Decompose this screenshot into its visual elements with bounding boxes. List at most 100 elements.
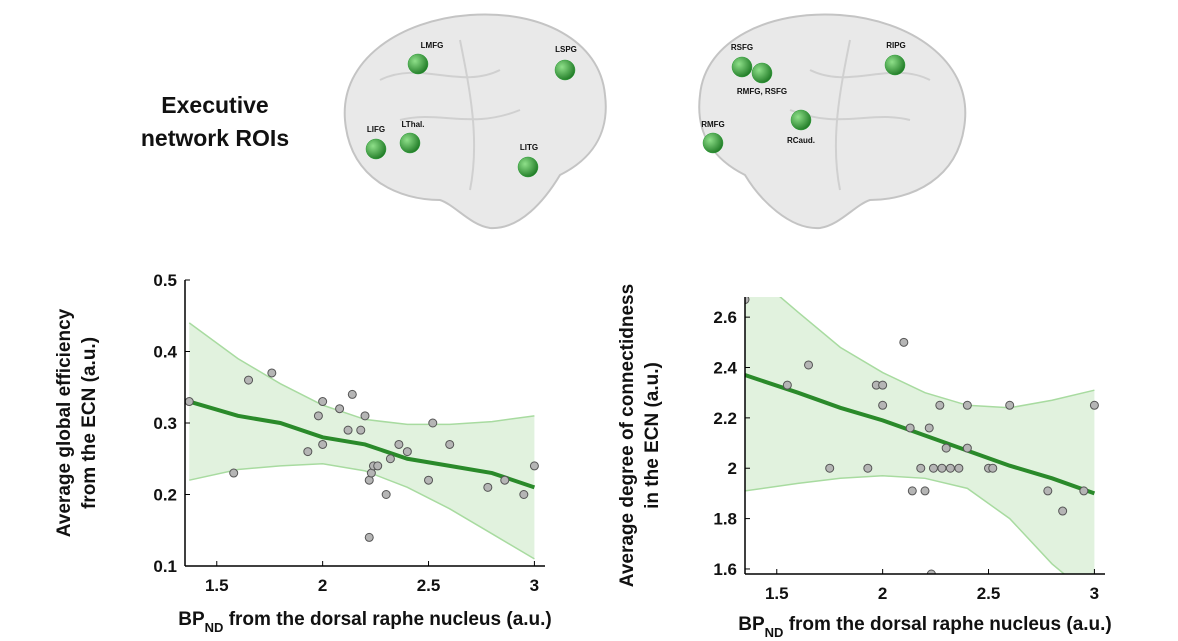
x-label-subscript: ND xyxy=(765,625,784,640)
x-tick-label: 2 xyxy=(318,576,327,595)
data-point xyxy=(863,463,873,473)
x-label-part: BP xyxy=(178,609,205,630)
roi-title: Executive xyxy=(161,92,268,118)
roi-node xyxy=(790,109,812,131)
data-point xyxy=(988,463,998,473)
data-point xyxy=(343,425,353,435)
data-point xyxy=(360,411,370,421)
roi-node xyxy=(731,56,753,78)
y-axis-label: Average degree of connectidness xyxy=(617,284,638,587)
roi-label: RCaud. xyxy=(787,136,815,145)
y-tick-label: 0.4 xyxy=(153,343,177,362)
data-point xyxy=(519,490,529,499)
data-point xyxy=(962,443,972,453)
plot-area xyxy=(185,322,539,560)
data-point xyxy=(445,439,455,449)
y-axis-label: Average global efficiency xyxy=(54,308,75,537)
data-point xyxy=(924,423,934,433)
x-label-part: from the dorsal raphe nucleus (a.u.) xyxy=(223,609,551,630)
x-axis-label: BPND from the dorsal raphe nucleus (a.u.… xyxy=(738,614,1112,640)
x-tick-label: 3 xyxy=(1090,584,1099,603)
data-point xyxy=(920,486,930,496)
data-point xyxy=(935,400,945,410)
roi-title: network ROIs xyxy=(141,125,289,151)
data-point xyxy=(1079,486,1089,496)
roi-node xyxy=(399,132,421,154)
data-point xyxy=(424,475,434,485)
x-tick-label: 2.5 xyxy=(417,576,441,595)
roi-node xyxy=(407,53,429,75)
x-label-part: from the dorsal raphe nucleus (a.u.) xyxy=(783,614,1111,635)
data-point xyxy=(1005,400,1015,410)
data-point xyxy=(428,418,438,428)
roi-label: LIFG xyxy=(367,125,385,134)
roi-node xyxy=(702,132,724,154)
data-point xyxy=(313,411,323,421)
x-tick-label: 3 xyxy=(530,576,539,595)
roi-node xyxy=(365,138,387,160)
y-tick-label: 2.2 xyxy=(713,409,737,428)
fit-line xyxy=(745,373,1096,496)
x-axis-label: BPND from the dorsal raphe nucleus (a.u.… xyxy=(178,609,552,635)
y-tick-label: 1.6 xyxy=(713,560,737,579)
data-point xyxy=(954,463,964,473)
data-point xyxy=(402,447,412,457)
data-point xyxy=(926,569,936,574)
data-point xyxy=(500,475,510,485)
data-point xyxy=(381,490,391,499)
roi-node xyxy=(554,59,576,81)
data-point xyxy=(1043,486,1053,496)
data-point xyxy=(318,439,328,449)
data-point xyxy=(1089,400,1099,410)
y-tick-label: 0.3 xyxy=(153,414,177,433)
y-tick-label: 2.6 xyxy=(713,308,737,327)
data-point xyxy=(394,439,404,449)
roi-node xyxy=(751,62,773,84)
data-point xyxy=(303,447,313,457)
data-point xyxy=(907,486,917,496)
data-point xyxy=(318,397,328,407)
data-point xyxy=(878,400,888,410)
data-point xyxy=(899,337,909,347)
fit-line xyxy=(188,399,536,490)
roi-node xyxy=(884,54,906,76)
roi-label: RMFG xyxy=(701,120,725,129)
data-point xyxy=(916,463,926,473)
data-point xyxy=(962,400,972,410)
y-tick-label: 0.2 xyxy=(153,486,177,505)
data-point xyxy=(945,463,955,473)
x-label-part: BP xyxy=(738,614,765,635)
y-tick-label: 1.8 xyxy=(713,510,737,529)
roi-label: LThal. xyxy=(402,120,425,129)
y-tick-label: 2.4 xyxy=(713,359,737,378)
data-point xyxy=(385,454,395,464)
data-point xyxy=(905,423,915,433)
data-point xyxy=(825,463,835,473)
y-tick-label: 2 xyxy=(728,459,737,478)
roi-label: RMFG, RSFG xyxy=(737,87,787,96)
data-point xyxy=(941,443,951,453)
confidence-edge xyxy=(745,475,1066,574)
x-tick-label: 1.5 xyxy=(205,576,229,595)
data-point xyxy=(804,360,814,370)
data-point xyxy=(244,375,254,385)
confidence-edge xyxy=(779,297,1095,409)
x-tick-label: 2.5 xyxy=(977,584,1001,603)
data-point xyxy=(483,482,493,492)
data-point xyxy=(782,380,792,390)
roi-label: RIPG xyxy=(886,41,906,50)
roi-node xyxy=(517,156,539,178)
y-tick-label: 0.5 xyxy=(153,271,177,290)
data-point xyxy=(335,404,345,414)
plot-area xyxy=(745,297,1099,574)
data-point xyxy=(928,463,938,473)
x-tick-label: 2 xyxy=(878,584,887,603)
data-point xyxy=(529,461,539,471)
y-axis-label: from the ECN (a.u.) xyxy=(79,337,100,509)
confidence-edge xyxy=(189,463,535,560)
data-point xyxy=(745,297,750,305)
data-point xyxy=(185,397,194,407)
data-point xyxy=(373,461,383,471)
roi-label: LSPG xyxy=(555,45,577,54)
